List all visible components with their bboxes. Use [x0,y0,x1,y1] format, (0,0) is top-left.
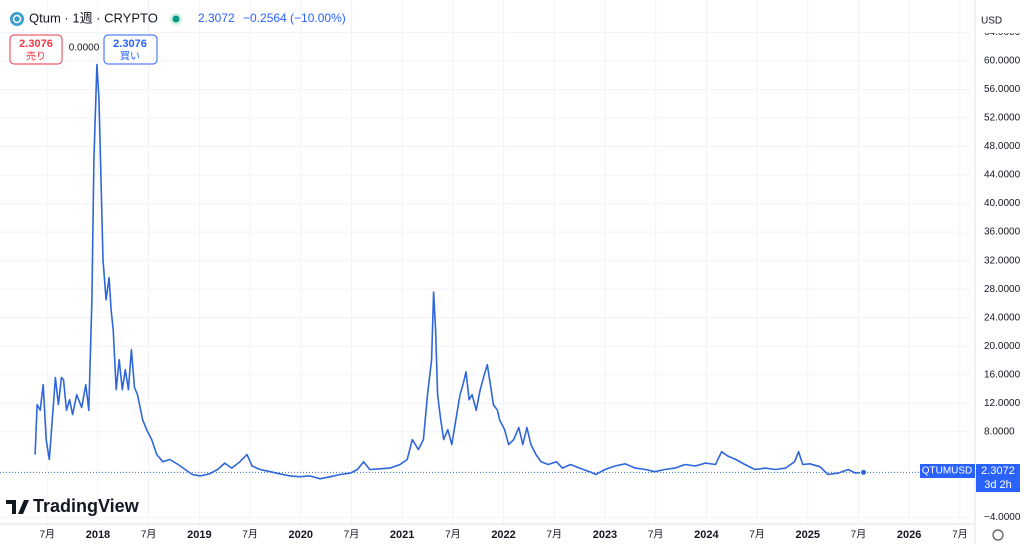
price-line [34,63,864,480]
y-tick-label: 36.0000 [984,227,1021,238]
symbol-label-box [920,464,975,478]
y-tick-label: 24.0000 [984,312,1021,323]
spread: 0.0000 [69,43,100,54]
x-tick-label: 7月 [242,529,258,541]
x-tick-label: 7月 [445,529,461,541]
x-tick-label: 2024 [694,529,719,541]
x-tick-label: 2018 [86,529,110,541]
currency-button[interactable] [976,9,1020,33]
price-label-box [976,464,1020,492]
last-price: 2.3072 [198,11,235,25]
y-tick-label: 56.0000 [984,84,1021,95]
settings-icon[interactable] [992,529,1004,541]
plot [0,63,970,480]
sell-label: 売り [26,50,46,63]
y-tick-label: 16.0000 [984,369,1021,380]
last-point [860,468,868,476]
x-tick-label: 7月 [749,529,765,541]
x-tick-label: 2025 [796,529,820,541]
y-tick-label: 8.0000 [984,426,1015,437]
y-tick-label: 32.0000 [984,255,1021,266]
x-tick-label: 2023 [593,529,617,541]
x-tick-label: 7月 [141,529,157,541]
y-tick-label: 52.0000 [984,113,1021,124]
x-tick-label: 2021 [390,529,414,541]
grid [0,0,970,525]
y-tick-label: 60.0000 [984,56,1021,67]
price-label: 2.3072 [981,465,1015,477]
logo-text: TradingView [33,496,140,516]
y-tick-label: 12.0000 [984,398,1021,409]
x-tick-label: 2020 [289,529,313,541]
x-tick-label: 7月 [648,529,664,541]
buy-price: 2.3076 [113,38,147,50]
sell-button[interactable] [9,34,63,65]
currency: USD [981,16,1002,27]
x-tick-label: 2019 [187,529,211,541]
buy-button[interactable] [103,34,158,65]
x-tick-label: 7月 [39,529,55,541]
x-tick-label: 2022 [491,529,515,541]
sell-price: 2.3076 [19,38,53,50]
y-tick-label: 28.0000 [984,284,1021,295]
x-tick-label: 2026 [897,529,921,541]
price-change: −0.2564 (−10.00%) [243,11,346,25]
time-axis: 7月 2018 7月 2019 7月 2020 7月 2021 7月 2022 7月 2023 7月 20… [39,529,967,541]
x-tick-label: 7月 [851,529,867,541]
x-tick-label: 7月 [546,529,562,541]
countdown: 3d 2h [984,479,1012,491]
x-tick-label: 7月 [344,529,360,541]
y-tick-label: −4.0000 [984,512,1021,523]
symbol-title[interactable]: Qtum · 1週 · CRYPTO [29,10,158,25]
buy-label: 買い [120,51,140,63]
coin-icon [10,12,24,26]
y-tick-label: 20.0000 [984,341,1021,352]
y-tick-label: 40.0000 [984,198,1021,209]
logo-mark [6,500,29,514]
status-dot [172,15,180,23]
symbol-label: QTUMUSD [922,466,973,477]
y-tick-label: 44.0000 [984,170,1021,181]
coin-icon-inner [12,14,22,24]
y-tick-label: 48.0000 [984,141,1021,152]
x-tick-label: 7月 [952,529,968,541]
price-axis: −4.0000 8.0000 12.0000 16.0000 20.0000 24.000… [984,27,1021,523]
